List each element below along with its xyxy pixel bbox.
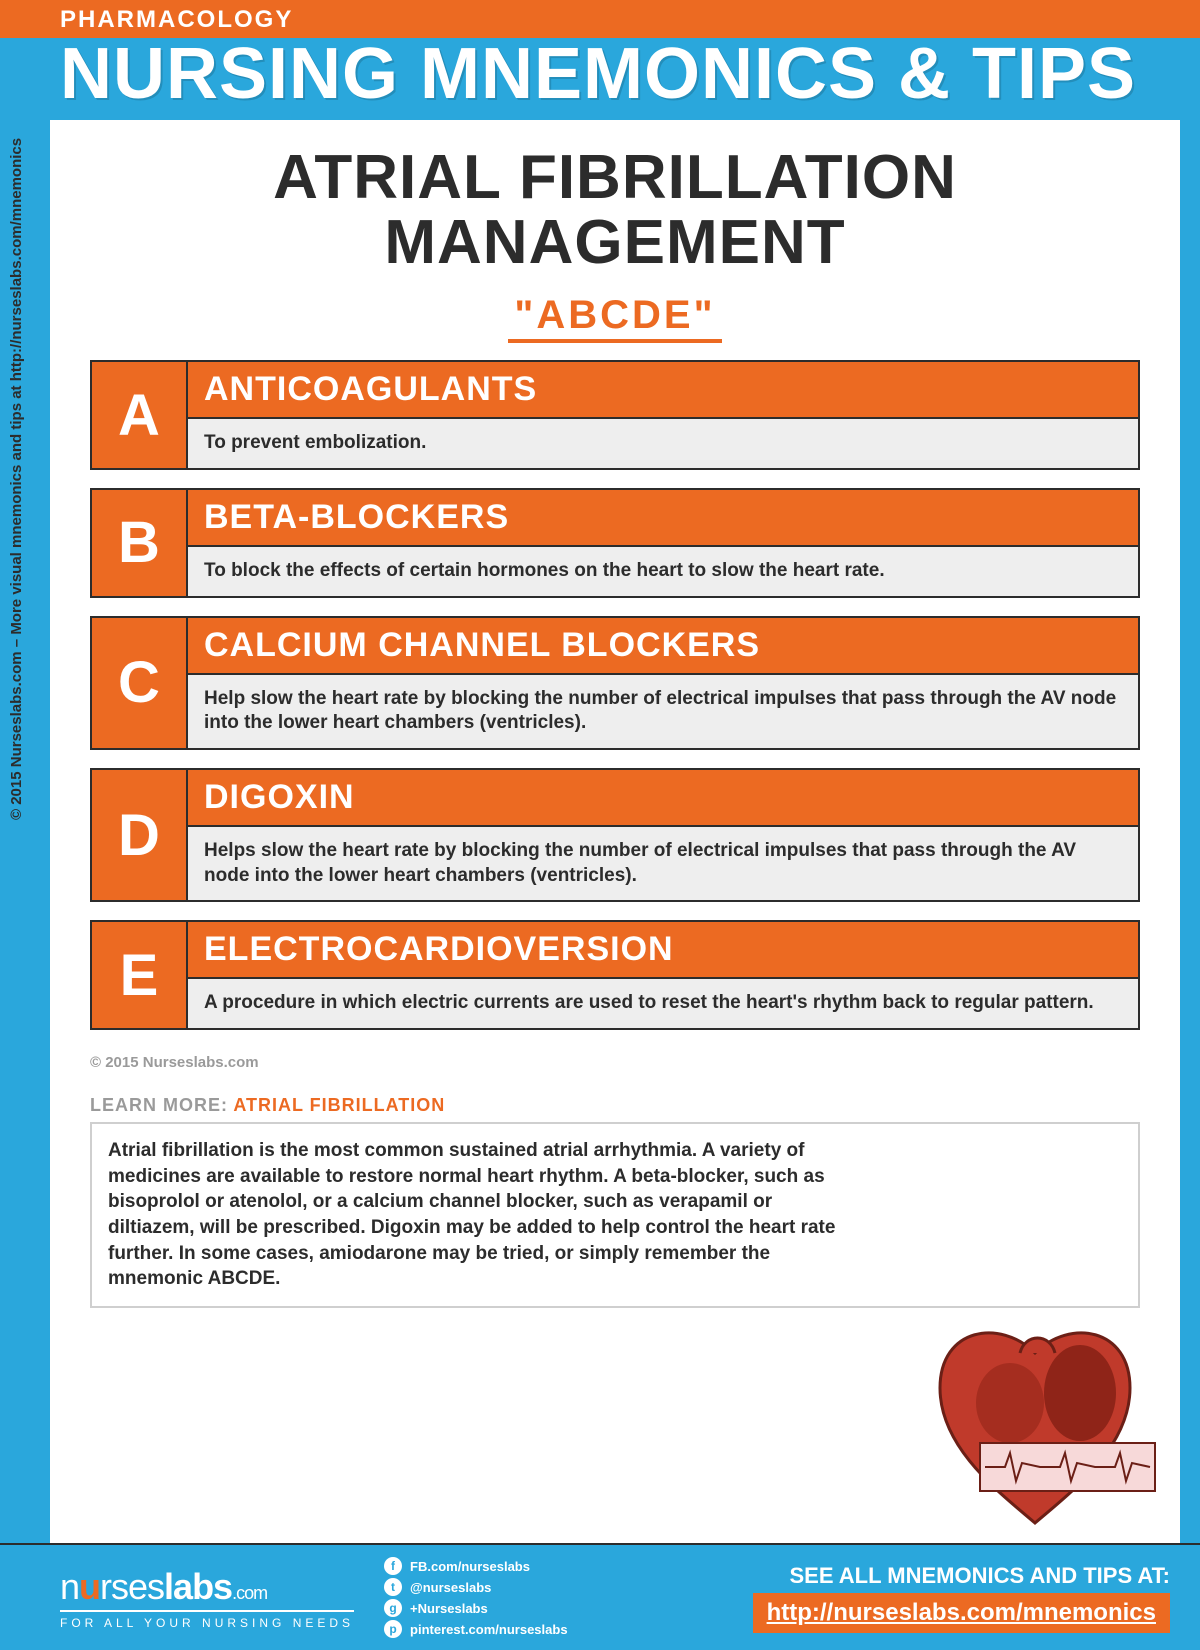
learn-more-section: LEARN MORE: ATRIAL FIBRILLATION Atrial f… <box>90 1095 1140 1308</box>
letter-badge: C <box>92 618 188 748</box>
footer: nurseslabs.com FOR ALL YOUR NURSING NEED… <box>0 1543 1200 1650</box>
logo-block: nurseslabs.com FOR ALL YOUR NURSING NEED… <box>60 1566 354 1630</box>
item-title: DIGOXIN <box>188 770 1138 827</box>
social-twitter[interactable]: t @nurseslabs <box>384 1578 568 1596</box>
item-title: ELECTROCARDIOVERSION <box>188 922 1138 979</box>
item-title: ANTICOAGULANTS <box>188 362 1138 419</box>
mnemonic-items: A ANTICOAGULANTS To prevent embolization… <box>90 360 1140 1030</box>
social-label: @nurseslabs <box>410 1580 491 1595</box>
mnemonic-key-wrap: "ABCDE" <box>90 293 1140 338</box>
gplus-icon: g <box>384 1599 402 1617</box>
social-facebook[interactable]: f FB.com/nurseslabs <box>384 1557 568 1575</box>
item-title: CALCIUM CHANNEL BLOCKERS <box>188 618 1138 675</box>
mnemonic-item: B BETA-BLOCKERS To block the effects of … <box>90 488 1140 598</box>
mnemonic-item: E ELECTROCARDIOVERSION A procedure in wh… <box>90 920 1140 1030</box>
letter-badge: A <box>92 362 188 468</box>
item-desc: A procedure in which electric currents a… <box>188 979 1138 1028</box>
topic-title-line2: MANAGEMENT <box>90 210 1140 275</box>
social-label: +Nurseslabs <box>410 1601 488 1616</box>
mnemonic-item: A ANTICOAGULANTS To prevent embolization… <box>90 360 1140 470</box>
item-desc: To prevent embolization. <box>188 419 1138 468</box>
item-desc: Help slow the heart rate by blocking the… <box>188 675 1138 748</box>
mnemonic-item: D DIGOXIN Helps slow the heart rate by b… <box>90 768 1140 902</box>
letter-badge: E <box>92 922 188 1028</box>
mnemonic-key: "ABCDE" <box>508 293 721 343</box>
header: NURSING MNEMONICS & TIPS <box>0 38 1200 120</box>
item-title: BETA-BLOCKERS <box>188 490 1138 547</box>
social-links: f FB.com/nurseslabs t @nurseslabs g +Nurses… <box>384 1557 568 1638</box>
footer-link[interactable]: http://nurseslabs.com/mnemonics <box>753 1593 1170 1633</box>
infographic-poster: © 2015 Nurseslabs.com – More visual mnem… <box>0 0 1200 1650</box>
learn-more-body: Atrial fibrillation is the most common s… <box>90 1122 1140 1308</box>
logo-tagline: FOR ALL YOUR NURSING NEEDS <box>60 1610 354 1630</box>
mnemonic-item: C CALCIUM CHANNEL BLOCKERS Help slow the… <box>90 616 1140 750</box>
inner-copyright: © 2015 Nurseslabs.com <box>90 1054 1140 1071</box>
facebook-icon: f <box>384 1557 402 1575</box>
twitter-icon: t <box>384 1578 402 1596</box>
letter-badge: D <box>92 770 188 900</box>
logo-text: nurseslabs.com <box>60 1566 354 1608</box>
topic-title-line1: ATRIAL FIBRILLATION <box>90 145 1140 210</box>
footer-cta-block: SEE ALL MNEMONICS AND TIPS AT: http://nu… <box>753 1563 1170 1633</box>
content-panel: ATRIAL FIBRILLATION MANAGEMENT "ABCDE" A… <box>50 120 1180 1543</box>
learn-more-topic: ATRIAL FIBRILLATION <box>233 1095 445 1115</box>
social-label: pinterest.com/nurseslabs <box>410 1622 568 1637</box>
sidebar-attribution: © 2015 Nurseslabs.com – More visual mnem… <box>8 138 25 820</box>
social-gplus[interactable]: g +Nurseslabs <box>384 1599 568 1617</box>
heart-illustration-icon <box>910 1313 1160 1533</box>
category-bar: PHARMACOLOGY <box>0 0 1200 38</box>
pinterest-icon: p <box>384 1620 402 1638</box>
social-pinterest[interactable]: p pinterest.com/nurseslabs <box>384 1620 568 1638</box>
learn-more-label: LEARN MORE: <box>90 1095 233 1115</box>
letter-badge: B <box>92 490 188 596</box>
footer-cta-text: SEE ALL MNEMONICS AND TIPS AT: <box>753 1563 1170 1589</box>
category-label: PHARMACOLOGY <box>60 6 293 34</box>
series-title: NURSING MNEMONICS & TIPS <box>60 38 1160 110</box>
item-desc: Helps slow the heart rate by blocking th… <box>188 827 1138 900</box>
item-desc: To block the effects of certain hormones… <box>188 547 1138 596</box>
social-label: FB.com/nurseslabs <box>410 1559 530 1574</box>
